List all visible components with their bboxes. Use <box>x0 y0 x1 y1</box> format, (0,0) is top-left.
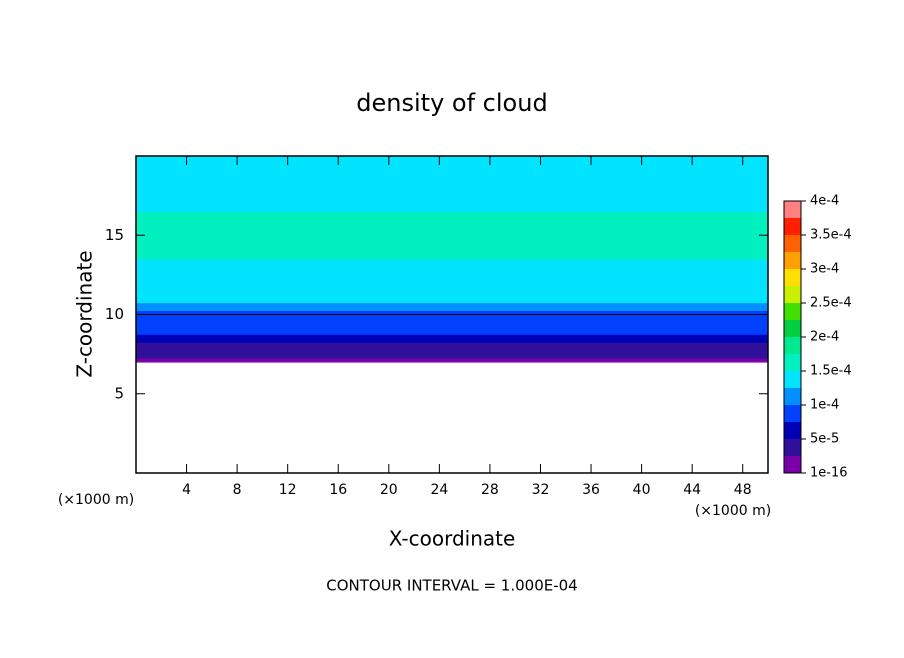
x-tick-label: 48 <box>734 482 752 498</box>
colorbar-swatch <box>784 388 801 405</box>
x-tick-label: 16 <box>329 482 347 498</box>
x-unit-label: (×1000 m) <box>695 503 771 519</box>
contour-band <box>136 302 768 312</box>
x-axis-label: X-coordinate <box>389 527 516 551</box>
contour-band <box>136 163 768 181</box>
colorbar-swatch <box>784 303 801 320</box>
y-axis-label: Z-coordinate <box>73 250 97 377</box>
colorbar-swatch <box>784 320 801 337</box>
colorbar-tick-label: 5e-5 <box>810 432 839 447</box>
colorbar-tick-label: 2e-4 <box>810 330 839 345</box>
contour-band <box>136 318 768 327</box>
x-tick-label: 12 <box>279 482 297 498</box>
colorbar-tick-label: 1e-16 <box>810 466 848 481</box>
colorbar-swatch <box>784 439 801 456</box>
colorbar-swatch <box>784 269 801 286</box>
x-tick-label: 24 <box>430 482 448 498</box>
colorbar-tick-label: 3e-4 <box>810 262 839 277</box>
contour-band <box>136 334 768 343</box>
colorbar-swatch <box>784 337 801 354</box>
contour-band <box>136 243 768 260</box>
contour-band <box>136 179 768 197</box>
contour-band <box>136 227 768 244</box>
contour-band <box>136 358 768 363</box>
colorbar-swatch <box>784 201 801 218</box>
colorbar-swatch <box>784 422 801 439</box>
contour-band <box>136 350 768 359</box>
contour-band <box>136 326 768 335</box>
contour-band <box>136 342 768 351</box>
x-tick-label: 40 <box>633 482 651 498</box>
contour-band <box>136 211 768 228</box>
colorbar-tick-label: 1e-4 <box>810 398 839 413</box>
y-tick-label: 15 <box>105 226 124 244</box>
x-tick-label: 4 <box>182 482 191 498</box>
colorbar-swatch <box>784 456 801 473</box>
colorbar-swatch <box>784 252 801 269</box>
colorbar-swatch <box>784 354 801 371</box>
contour-band <box>136 195 768 212</box>
colorbar-tick-label: 1.5e-4 <box>810 364 852 379</box>
colorbar-tick-label: 4e-4 <box>810 194 839 209</box>
x-tick-label: 8 <box>233 482 242 498</box>
x-tick-label: 20 <box>380 482 398 498</box>
contour-band <box>136 274 768 292</box>
annotation: CONTOUR INTERVAL = 1.000E-04 <box>326 577 577 595</box>
x-tick-label: 32 <box>532 482 550 498</box>
y-tick-label: 10 <box>105 305 124 323</box>
contour-band <box>136 156 768 165</box>
contour-band <box>136 259 768 276</box>
x-tick-label: 44 <box>683 482 701 498</box>
y-unit-label: (×1000 m) <box>58 492 134 508</box>
x-tick-label: 28 <box>481 482 499 498</box>
colorbar-swatch <box>784 218 801 235</box>
colorbar-swatch <box>784 405 801 422</box>
colorbar-swatch <box>784 371 801 388</box>
contour-band <box>136 290 768 304</box>
chart-title: density of cloud <box>356 89 547 117</box>
y-tick-label: 5 <box>114 384 124 402</box>
colorbar-swatch <box>784 286 801 303</box>
x-tick-label: 36 <box>582 482 600 498</box>
colorbar-tick-label: 3.5e-4 <box>810 228 852 243</box>
colorbar-tick-label: 2.5e-4 <box>810 296 852 311</box>
colorbar-swatch <box>784 235 801 252</box>
